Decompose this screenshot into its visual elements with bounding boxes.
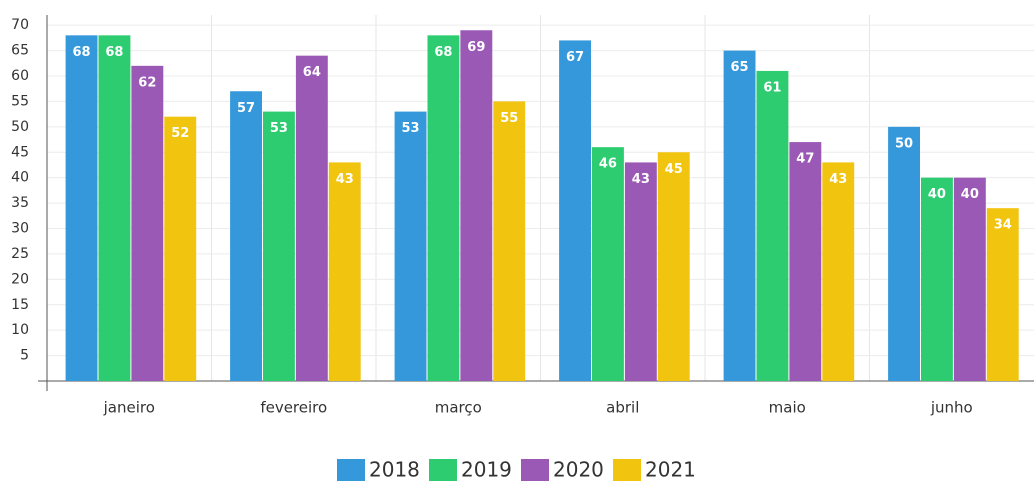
data-label: 57	[237, 101, 255, 116]
x-tick-label: fevereiro	[260, 399, 327, 417]
x-tick-label: junho	[930, 399, 973, 417]
bar	[230, 91, 262, 381]
bar	[328, 162, 361, 381]
data-label: 68	[105, 45, 123, 60]
y-tick-label: 70	[11, 17, 29, 33]
bar	[460, 30, 493, 381]
y-tick-label: 35	[11, 195, 29, 211]
data-label: 68	[434, 45, 452, 60]
data-label: 61	[763, 80, 781, 95]
data-label: 45	[665, 162, 683, 177]
y-tick-label: 60	[11, 68, 29, 84]
x-tick-label: março	[435, 399, 482, 417]
bar	[493, 101, 526, 382]
x-tick-label: abril	[606, 399, 639, 417]
legend-swatch	[429, 459, 457, 481]
y-tick-label: 10	[11, 322, 29, 338]
data-label: 43	[829, 172, 847, 187]
data-label: 55	[500, 111, 518, 126]
x-tick-label: janeiro	[103, 399, 155, 417]
bar	[131, 65, 164, 381]
bar	[427, 35, 460, 381]
y-tick-label: 50	[11, 119, 29, 135]
data-label: 69	[467, 40, 485, 55]
legend-label: 2018	[369, 458, 420, 482]
y-tick-label: 15	[11, 297, 29, 313]
bar	[394, 111, 427, 381]
bar	[65, 35, 98, 381]
bar	[624, 162, 657, 381]
bar	[591, 147, 624, 381]
legend-label: 2019	[461, 458, 512, 482]
y-tick-label: 30	[11, 221, 29, 237]
bar	[953, 177, 986, 381]
y-tick-label: 20	[11, 271, 29, 287]
y-tick-label: 25	[11, 246, 29, 262]
y-tick-label: 55	[11, 93, 29, 109]
bar	[789, 142, 822, 381]
y-tick-label: 40	[11, 170, 29, 186]
data-label: 64	[303, 65, 321, 80]
y-tick-label: 45	[11, 144, 29, 160]
data-label: 65	[730, 60, 748, 75]
bar	[723, 50, 756, 381]
data-label: 50	[895, 136, 913, 151]
bar	[657, 152, 690, 381]
data-label: 53	[270, 121, 288, 136]
data-label: 47	[796, 152, 814, 167]
data-label: 67	[566, 50, 584, 65]
data-label: 34	[994, 218, 1012, 233]
data-label: 43	[336, 172, 354, 187]
y-tick-label: 65	[11, 43, 29, 59]
bar	[295, 55, 328, 382]
data-label: 62	[138, 75, 156, 90]
bar	[986, 208, 1019, 381]
data-label: 43	[632, 172, 650, 187]
data-label: 53	[401, 121, 419, 136]
legend-swatch	[613, 459, 641, 481]
y-tick-label: 5	[20, 348, 29, 364]
legend-swatch	[337, 459, 365, 481]
bar	[920, 177, 953, 381]
bar	[756, 70, 789, 382]
data-label: 40	[928, 187, 946, 202]
bar	[98, 35, 131, 381]
bar	[559, 40, 591, 382]
data-label: 46	[599, 157, 617, 172]
data-label: 68	[72, 45, 90, 60]
bar	[888, 126, 920, 381]
legend-label: 2021	[645, 458, 696, 482]
data-label: 40	[961, 187, 979, 202]
legend-label: 2020	[553, 458, 604, 482]
bar	[164, 116, 197, 382]
bar	[822, 162, 855, 381]
data-label: 52	[171, 126, 189, 141]
x-tick-label: maio	[769, 399, 806, 417]
bar	[262, 111, 295, 381]
legend-swatch	[521, 459, 549, 481]
